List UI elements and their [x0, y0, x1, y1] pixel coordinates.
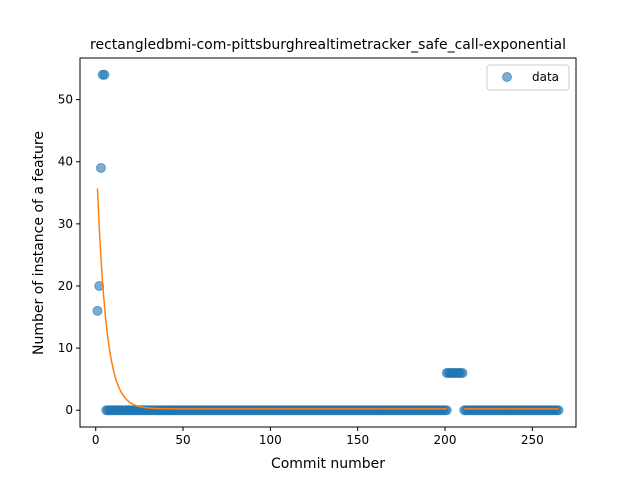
x-tick-label: 100 [259, 433, 282, 447]
data-layer [92, 69, 564, 416]
x-axis-ticks: 0 50 100 150 200 250 [92, 427, 544, 447]
x-tick-label: 0 [92, 433, 100, 447]
y-tick-label: 30 [58, 217, 73, 231]
data-point [95, 162, 106, 173]
legend: data [486, 64, 570, 91]
x-tick-label: 50 [175, 433, 190, 447]
y-tick-label: 0 [65, 403, 73, 417]
y-axis-ticks: 0 10 20 30 40 50 [58, 93, 80, 417]
x-tick-label: 150 [346, 433, 369, 447]
x-tick-label: 250 [521, 433, 544, 447]
data-point [441, 405, 452, 416]
legend-box [486, 64, 570, 91]
x-axis-label: Commit number [271, 456, 385, 472]
data-point [94, 280, 105, 291]
chart-title: rectangledbmi-com-pittsburghrealtimetrac… [90, 37, 566, 53]
legend-label-data: data [532, 70, 559, 84]
data-point [92, 305, 103, 316]
y-tick-label: 20 [58, 279, 73, 293]
y-tick-label: 50 [58, 93, 73, 107]
legend-marker-data [502, 72, 512, 82]
data-point [553, 405, 564, 416]
y-tick-label: 10 [58, 341, 73, 355]
data-point [457, 367, 468, 378]
fit-line [96, 188, 447, 410]
y-axis-label: Number of instance of a feature [31, 131, 47, 355]
data-point [99, 69, 110, 80]
plot-area [79, 57, 577, 428]
x-tick-label: 200 [434, 433, 457, 447]
fit-layer [96, 188, 559, 410]
y-tick-label: 40 [58, 155, 73, 169]
axes-frame [79, 57, 577, 428]
